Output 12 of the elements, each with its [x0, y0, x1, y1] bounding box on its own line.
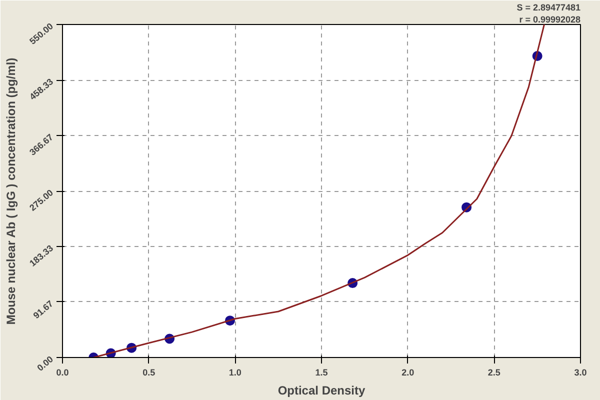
- y-axis-title: Mouse nuclear Ab ( IgG ) concentration (pg/ml): [4, 58, 18, 325]
- x-axis-title: Optical Density: [278, 384, 366, 398]
- x-tick-label: 0.0: [56, 368, 69, 378]
- y-tick-label: 0.00: [35, 354, 56, 373]
- text: r = 0.99992028: [519, 14, 581, 24]
- x-tick-label: 2.0: [402, 368, 414, 378]
- x-tick-label: 1.5: [315, 368, 328, 378]
- x-tick-label: 1.0: [228, 368, 242, 378]
- x-tick-label: 0.5: [142, 368, 156, 378]
- x-tick-label: 2.5: [488, 368, 500, 378]
- x-tick-label: 3.0: [574, 368, 587, 378]
- text: S = 2.89477481: [516, 2, 581, 12]
